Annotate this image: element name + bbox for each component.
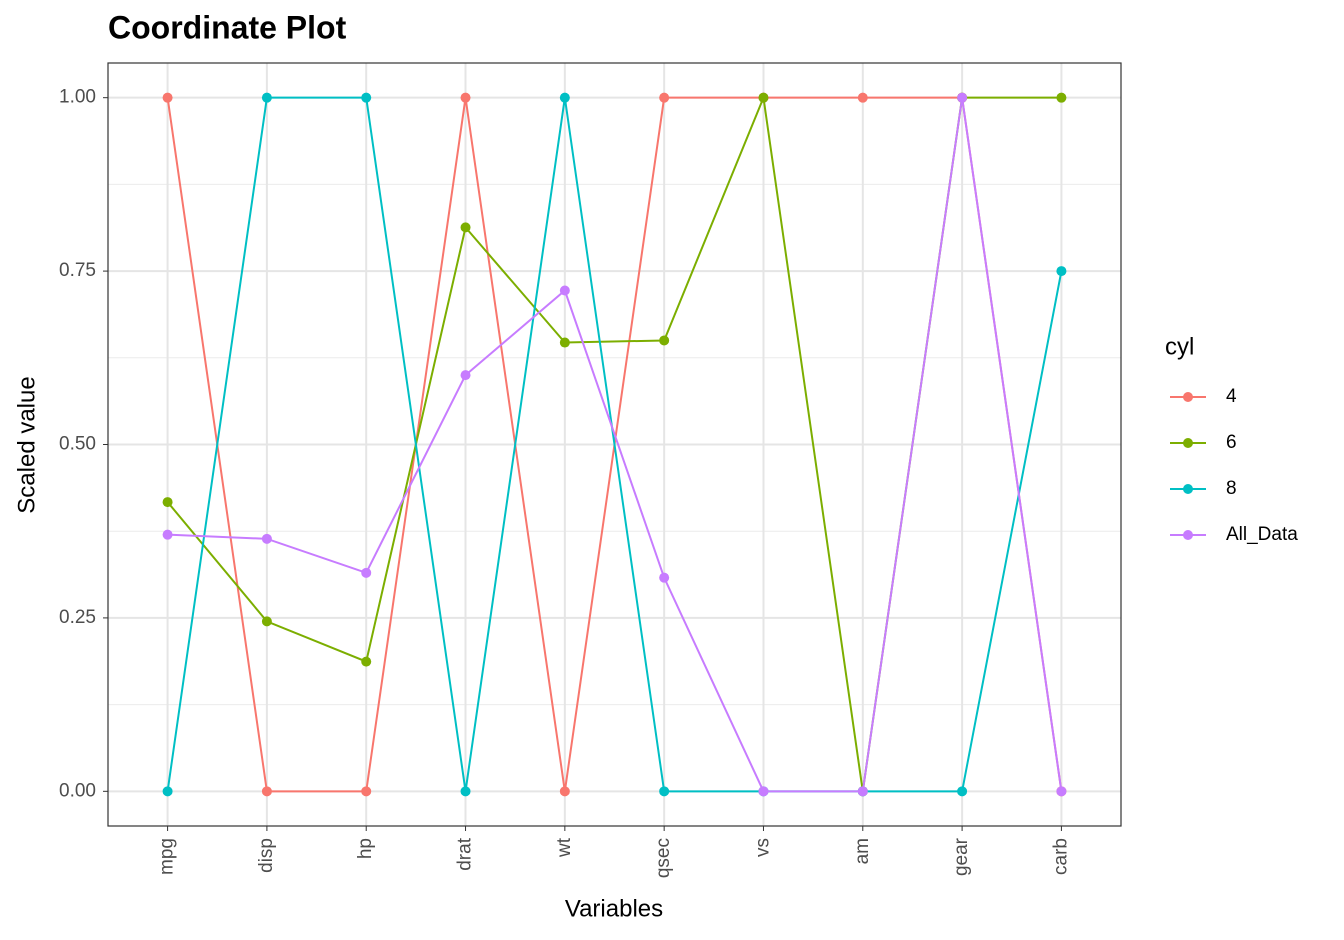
chart-title: Coordinate Plot [108, 9, 347, 45]
data-point [261, 616, 272, 627]
data-point [162, 92, 173, 103]
x-tick-label: disp [256, 838, 277, 873]
data-point [460, 92, 471, 103]
data-point [1056, 786, 1067, 797]
data-point [1056, 92, 1067, 103]
legend-point [1183, 530, 1193, 540]
legend-label: 6 [1226, 432, 1237, 453]
legend-label: All_Data [1226, 524, 1298, 545]
data-point [460, 370, 471, 381]
data-point [659, 786, 670, 797]
y-tick-label: 0.25 [59, 607, 96, 628]
legend-title: cyl [1165, 333, 1194, 360]
x-tick-label: wt [554, 837, 575, 858]
data-point [758, 786, 769, 797]
data-point [361, 92, 372, 103]
series-line [166, 96, 1063, 793]
panel-border [107, 62, 1122, 827]
x-tick-label: am [852, 838, 873, 864]
data-point [857, 92, 868, 103]
y-axis-title: Scaled value [13, 376, 40, 513]
x-tick-label: vs [752, 838, 773, 857]
data-point [559, 92, 570, 103]
data-point [957, 786, 968, 797]
series-line [167, 97, 1063, 793]
data-point [361, 786, 372, 797]
data-point [460, 222, 471, 233]
y-tick-label: 0.50 [59, 434, 96, 455]
legend-point [1183, 392, 1193, 402]
y-tick-label: 1.00 [59, 87, 96, 108]
x-tick-label: carb [1050, 838, 1071, 875]
data-point [758, 92, 769, 103]
x-tick-label: drat [455, 837, 476, 870]
data-point [659, 335, 670, 346]
x-tick-label: qsec [653, 838, 674, 878]
x-tick-label: hp [355, 838, 376, 859]
data-point [559, 337, 570, 348]
data-point [162, 786, 173, 797]
legend-point [1183, 438, 1193, 448]
x-tick-label: mpg [157, 838, 178, 875]
y-tick-label: 0.00 [59, 780, 96, 801]
data-point [361, 567, 372, 578]
legend-point [1183, 484, 1193, 494]
data-point [261, 786, 272, 797]
y-tick-label: 0.75 [59, 260, 96, 281]
data-point [162, 497, 173, 508]
data-point [559, 786, 570, 797]
x-tick-label: gear [951, 837, 972, 876]
data-point [957, 92, 968, 103]
data-point [659, 92, 670, 103]
legend-label: 8 [1226, 478, 1237, 499]
x-axis-title: Variables [565, 895, 663, 922]
data-point [559, 285, 570, 296]
data-point [857, 786, 868, 797]
data-point [261, 533, 272, 544]
data-point [261, 92, 272, 103]
legend-label: 4 [1226, 386, 1237, 407]
data-point [361, 656, 372, 667]
data-point [1056, 266, 1067, 277]
data-point [659, 572, 670, 583]
data-point [460, 786, 471, 797]
data-point [162, 529, 173, 540]
